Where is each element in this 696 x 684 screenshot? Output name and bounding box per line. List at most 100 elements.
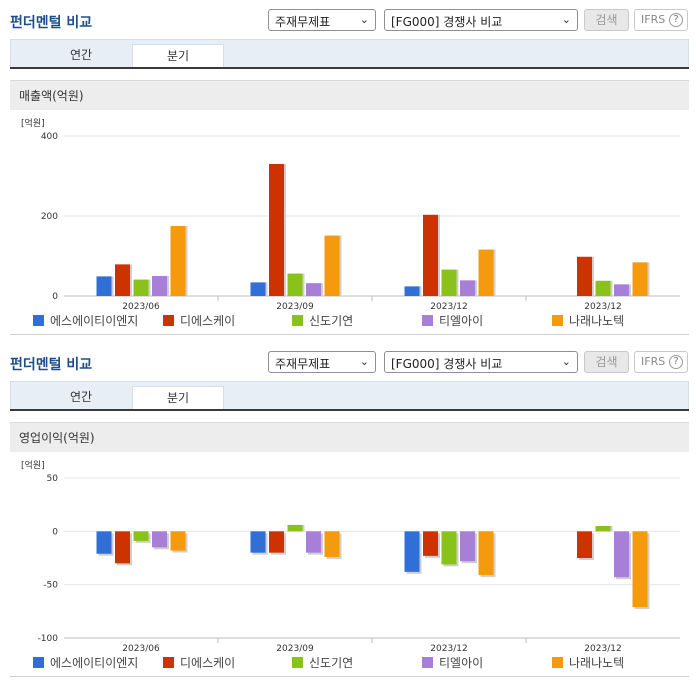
comparison-select[interactable]: [FG000] 경쟁사 비교 ⌄ — [384, 351, 578, 373]
statement-select[interactable]: 주재무제표 ⌄ — [268, 9, 376, 31]
bar[interactable] — [306, 283, 321, 296]
x-tick-label: 2023/12 — [584, 302, 621, 310]
bar[interactable] — [478, 249, 494, 296]
fundamental-panel-revenue: 펀더멘털 비교 주재무제표 ⌄ [FG000] 경쟁사 비교 ⌄ 검색 IFRS… — [10, 9, 689, 335]
bar[interactable] — [269, 531, 284, 553]
divider — [10, 334, 689, 335]
bar[interactable] — [250, 531, 266, 553]
bar[interactable] — [324, 235, 340, 296]
legend-label: 나래나노텍 — [569, 314, 625, 328]
bar[interactable] — [96, 276, 112, 296]
bar[interactable] — [287, 273, 303, 296]
legend-label: 디에스케이 — [180, 656, 236, 670]
legend-item[interactable]: 티엘아이 — [422, 312, 483, 330]
period-tabs: 연간 분기 — [10, 39, 689, 68]
legend-swatch — [422, 315, 433, 326]
bar[interactable] — [133, 279, 149, 296]
bar[interactable] — [632, 262, 648, 296]
bar[interactable] — [478, 531, 494, 576]
bar[interactable] — [595, 526, 611, 532]
legend-item[interactable]: 디에스케이 — [163, 654, 235, 672]
bar[interactable] — [460, 531, 475, 562]
chevron-down-icon: ⌄ — [359, 355, 369, 368]
tab-quarterly[interactable]: 분기 — [132, 386, 224, 410]
tab-quarterly[interactable]: 분기 — [132, 44, 224, 68]
bar[interactable] — [423, 531, 438, 556]
bar[interactable] — [152, 531, 167, 548]
x-tick-label: 2023/06 — [122, 302, 160, 310]
y-unit-label: [억원] — [21, 117, 45, 129]
fundamental-panel-operating-profit: 펀더멘털 비교 주재무제표 ⌄ [FG000] 경쟁사 비교 ⌄ 검색 IFRS… — [0, 342, 696, 684]
bar[interactable] — [96, 531, 112, 554]
bar[interactable] — [423, 214, 438, 296]
bar[interactable] — [441, 531, 457, 565]
bar[interactable] — [460, 280, 475, 296]
legend-item[interactable]: 디에스케이 — [163, 312, 235, 330]
legend-label: 나래나노텍 — [569, 656, 625, 670]
bar[interactable] — [250, 282, 266, 296]
bar[interactable] — [441, 269, 457, 296]
x-tick-label: 2023/09 — [276, 302, 314, 310]
y-tick-label: 50 — [47, 474, 59, 484]
ifrs-button[interactable]: IFRS ? — [634, 9, 688, 31]
bar[interactable] — [170, 531, 186, 551]
x-tick-label: 2023/06 — [122, 644, 160, 652]
bar[interactable] — [306, 531, 321, 553]
bar[interactable] — [269, 164, 284, 296]
statement-select[interactable]: 주재무제표 ⌄ — [268, 351, 376, 373]
x-tick-label: 2023/12 — [430, 644, 467, 652]
help-icon[interactable]: ? — [669, 13, 683, 27]
bar[interactable] — [614, 284, 629, 296]
x-tick-label: 2023/12 — [430, 302, 467, 310]
legend-swatch — [292, 657, 303, 668]
legend-label: 신도기연 — [309, 656, 354, 670]
bar[interactable] — [404, 531, 420, 572]
legend-swatch — [163, 315, 174, 326]
panel-title: 펀더멘털 비교 — [10, 15, 93, 31]
ifrs-label: IFRS — [641, 355, 666, 368]
ifrs-label: IFRS — [641, 13, 666, 26]
x-tick-label: 2023/12 — [584, 644, 621, 652]
legend-item[interactable]: 신도기연 — [292, 312, 353, 330]
y-tick-label: 200 — [41, 212, 58, 222]
y-tick-label: 0 — [52, 527, 58, 537]
y-tick-label: 0 — [52, 292, 58, 302]
bar[interactable] — [115, 531, 130, 564]
chevron-down-icon: ⌄ — [359, 13, 369, 26]
comparison-select[interactable]: [FG000] 경쟁사 비교 ⌄ — [384, 9, 578, 31]
comparison-select-value: [FG000] 경쟁사 비교 — [391, 15, 503, 29]
bar[interactable] — [595, 280, 611, 296]
legend-item[interactable]: 신도기연 — [292, 654, 353, 672]
bar[interactable] — [170, 226, 186, 296]
y-tick-label: 400 — [41, 132, 58, 142]
legend-item[interactable]: 나래나노텍 — [552, 312, 624, 330]
tab-annual[interactable]: 연간 — [69, 390, 93, 404]
search-button[interactable]: 검색 — [584, 9, 629, 31]
tab-divider — [10, 67, 689, 69]
bar[interactable] — [324, 531, 340, 557]
bar[interactable] — [152, 276, 167, 296]
panel-title: 펀더멘털 비교 — [10, 357, 93, 373]
tab-annual[interactable]: 연간 — [69, 48, 93, 62]
bar[interactable] — [287, 524, 303, 532]
legend-item[interactable]: 티엘아이 — [422, 654, 483, 672]
legend-swatch — [163, 657, 174, 668]
statement-select-value: 주재무제표 — [275, 15, 331, 29]
legend-label: 티엘아이 — [439, 314, 484, 328]
bar[interactable] — [632, 531, 648, 608]
chevron-down-icon: ⌄ — [561, 13, 571, 26]
legend-item[interactable]: 에스에이티이엔지 — [33, 654, 138, 672]
bar[interactable] — [133, 531, 149, 541]
legend-item[interactable]: 나래나노텍 — [552, 654, 624, 672]
bar[interactable] — [404, 286, 420, 296]
bar[interactable] — [115, 264, 130, 296]
chart-legend: 에스에이티이엔지 디에스케이 신도기연 티엘아이 나래나노텍 — [0, 654, 696, 672]
bar[interactable] — [577, 531, 592, 558]
ifrs-button[interactable]: IFRS ? — [634, 351, 688, 373]
period-tabs: 연간 분기 — [10, 381, 689, 410]
search-button[interactable]: 검색 — [584, 351, 629, 373]
help-icon[interactable]: ? — [669, 355, 683, 369]
bar[interactable] — [577, 256, 592, 296]
bar[interactable] — [614, 531, 629, 578]
legend-item[interactable]: 에스에이티이엔지 — [33, 312, 138, 330]
